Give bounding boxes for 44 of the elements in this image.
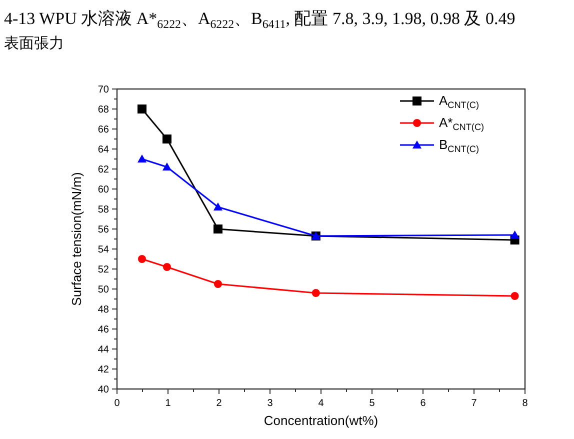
y-tick-label: 48 xyxy=(98,304,110,316)
x-tick-label: 6 xyxy=(420,398,426,409)
point xyxy=(137,104,146,114)
point xyxy=(162,263,171,271)
x-tick-label: 4 xyxy=(318,398,324,409)
point xyxy=(510,230,520,238)
y-tick-label: 56 xyxy=(98,224,110,236)
y-tick-label: 44 xyxy=(98,344,110,356)
y-tick-label: 60 xyxy=(98,184,110,196)
x-tick-label: 3 xyxy=(267,398,274,409)
point xyxy=(138,255,146,263)
y-tick-label: 62 xyxy=(98,164,110,176)
y-tick-label: 54 xyxy=(98,244,110,256)
point xyxy=(312,289,320,297)
y-tick-label: 52 xyxy=(98,264,110,276)
y-tick-label: 42 xyxy=(98,364,110,376)
x-tick-label: 1 xyxy=(165,398,172,409)
x-tick-label: 2 xyxy=(216,398,222,409)
x-tick-label: 7 xyxy=(471,398,478,409)
point xyxy=(213,202,222,210)
y-tick-label: 66 xyxy=(98,124,110,136)
y-tick-label: 70 xyxy=(98,84,110,96)
point xyxy=(510,292,519,300)
y-axis-title: Surface tension(mN/m) xyxy=(69,172,84,306)
point xyxy=(137,154,146,162)
point xyxy=(213,224,222,234)
x-tick-label: 5 xyxy=(369,398,376,409)
x-axis-title: Concentration(wt%) xyxy=(264,413,378,428)
y-tick-label: 40 xyxy=(98,384,110,396)
chart-subtitle: 表面張力 xyxy=(4,35,64,52)
point xyxy=(214,280,222,288)
y-tick-label: 64 xyxy=(98,144,110,156)
legend-label: A*$_{CNT(C)}$ xyxy=(439,115,484,132)
y-tick-label: 58 xyxy=(98,204,110,216)
point xyxy=(162,162,172,170)
y-tick-label: 50 xyxy=(98,284,110,296)
point xyxy=(162,134,172,144)
y-tick-label: 46 xyxy=(98,324,110,336)
chart-title: 4-13 WPU 水溶液 A*$_{6222}$、A$_{6222}$、B$_{6411}$, 配置 7.8, 3.9, 1.98, 0.98 及 0.49 xyxy=(4,9,516,31)
legend-label: A$_{CNT(C)}$ xyxy=(439,93,479,110)
x-tick-label: 8 xyxy=(522,398,528,409)
x-tick-label: 0 xyxy=(114,398,120,409)
y-tick-label: 68 xyxy=(98,104,110,116)
legend-label: B$_{CNT(C)}$ xyxy=(439,137,479,154)
